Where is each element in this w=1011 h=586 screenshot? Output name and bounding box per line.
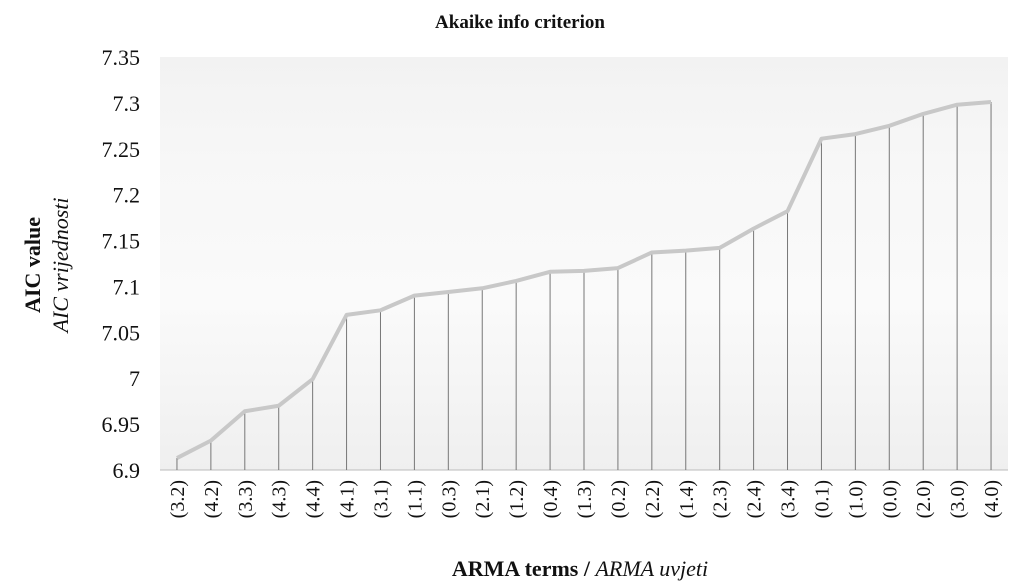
x-tick-label: (2.1) [472, 480, 494, 518]
x-tick-label: (3.0) [947, 480, 969, 518]
x-tick-label: (4.1) [337, 480, 359, 518]
x-tick-label: (3.4) [778, 480, 800, 518]
y-tick-label: 7.1 [113, 274, 141, 299]
chart-title: Akaike info criterion [435, 12, 605, 33]
y-tick-label: 7.05 [102, 320, 141, 345]
x-tick-label: (1.1) [404, 480, 426, 518]
x-tick-label: (4.3) [269, 480, 291, 518]
x-tick-label: (1.2) [506, 480, 528, 518]
y-tick-label: 7 [129, 366, 140, 391]
x-tick-label: (2.2) [642, 480, 664, 518]
x-tick-label: (0.2) [608, 480, 630, 518]
y-axis-label: AIC vrijednosti [48, 197, 73, 334]
x-axis-label-part: ARMA uvjeti [593, 556, 708, 581]
y-axis-label: AIC value [20, 217, 45, 313]
x-tick-label: (1.4) [676, 480, 698, 518]
y-tick-label: 6.95 [102, 412, 141, 437]
x-tick-label: (1.0) [845, 480, 867, 518]
x-tick-label: (3.2) [167, 480, 189, 518]
y-tick-label: 7.25 [102, 137, 141, 162]
x-tick-label: (0.1) [811, 480, 833, 518]
x-tick-label: (0.3) [438, 480, 460, 518]
x-tick-label: (0.0) [879, 480, 901, 518]
x-tick-label: (2.3) [710, 480, 732, 518]
x-tick-label: (2.4) [744, 480, 766, 518]
x-tick-label: (0.4) [540, 480, 562, 518]
x-tick-label: (4.2) [201, 480, 223, 518]
y-tick-label: 7.35 [102, 45, 141, 70]
x-tick-label: (4.4) [303, 480, 325, 518]
y-tick-label: 6.9 [113, 458, 141, 483]
x-tick-label: (1.3) [574, 480, 596, 518]
x-tick-label: (3.1) [370, 480, 392, 518]
x-axis-label: ARMA terms / ARMA uvjeti [452, 556, 708, 581]
series-line [176, 99, 992, 460]
y-tick-label: 7.15 [102, 229, 141, 254]
y-tick-label: 7.3 [113, 91, 141, 116]
x-tick-label: (4.0) [981, 480, 1003, 518]
x-tick-label: (2.0) [913, 480, 935, 518]
y-tick-label: 7.2 [113, 183, 141, 208]
x-tick-label: (3.3) [235, 480, 257, 518]
x-axis-label-part: ARMA terms / [452, 556, 591, 581]
